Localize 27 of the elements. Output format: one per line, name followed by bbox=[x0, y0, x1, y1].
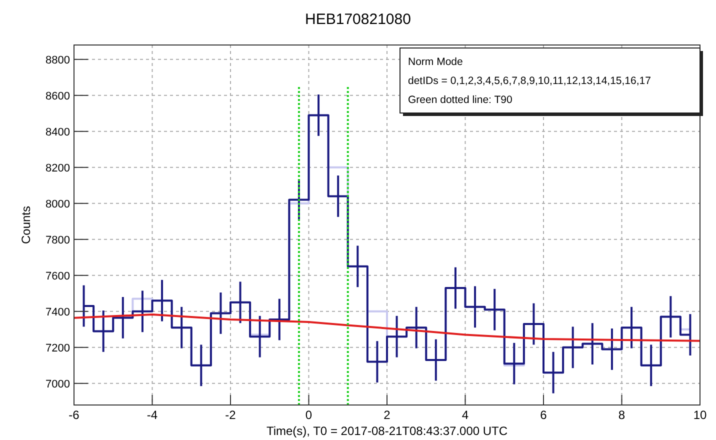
y-tick-label: 7800 bbox=[46, 234, 70, 246]
y-tick-label: 8800 bbox=[46, 54, 70, 66]
x-tick-label: 6 bbox=[540, 408, 548, 422]
annotation: Norm Mode bbox=[408, 56, 464, 68]
line-series bbox=[73, 313, 701, 342]
chart-title: HEB170821080 bbox=[305, 11, 411, 28]
annotation: detIDs = 0,1,2,3,4,5,6,7,8,9,10,11,12,13,14,15,16,17 bbox=[408, 75, 652, 87]
x-axis-title: Time(s), T0 = 2017-08-21T08:43:37.000 UTC bbox=[266, 424, 508, 438]
y-tick-label: 8400 bbox=[46, 126, 70, 138]
y-tick-label: 8000 bbox=[46, 198, 70, 210]
y-tick-label: 7600 bbox=[46, 270, 70, 282]
y-tick-label: 7000 bbox=[46, 378, 70, 390]
x-tick-label: 10 bbox=[693, 408, 707, 422]
x-tick-label: -2 bbox=[225, 408, 236, 422]
y-tick-label: 7200 bbox=[46, 342, 70, 354]
x-tick-label: 8 bbox=[618, 408, 626, 422]
x-tick-label: -4 bbox=[146, 408, 158, 422]
x-tick-label: 2 bbox=[384, 408, 391, 422]
y-tick-label: 7400 bbox=[46, 306, 70, 318]
y-tick-label: 8200 bbox=[46, 162, 70, 174]
y-axis-title: Counts bbox=[19, 206, 33, 244]
x-tick-label: -6 bbox=[68, 408, 80, 422]
text-box: Norm Mode detIDs = 0,1,2,3,4,5,6,7,8,9,10,11,12,13,14,15,16,17 Green dotted line: T90 bbox=[400, 48, 703, 116]
y-tick-label: 8600 bbox=[46, 90, 70, 102]
x-tick-label: 0 bbox=[305, 408, 312, 422]
annotation: Green dotted line: T90 bbox=[408, 94, 512, 106]
x-tick-label: 4 bbox=[462, 408, 469, 422]
